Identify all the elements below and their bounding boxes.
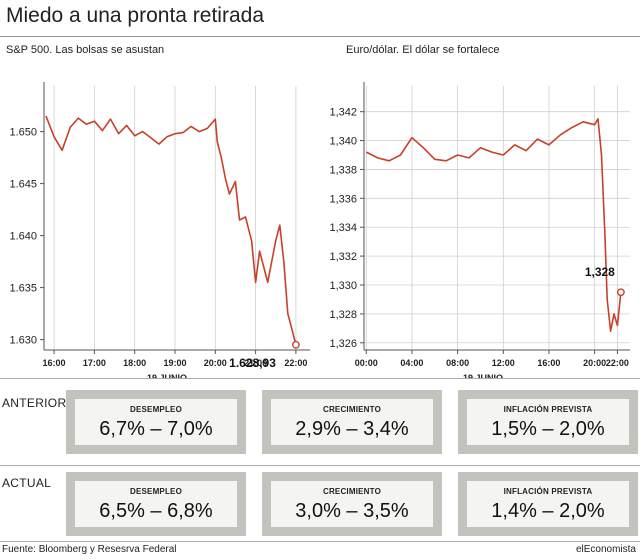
title-divider [0, 36, 640, 37]
chart-title-eurusd: Euro/dólar. El dólar se fortalece [346, 44, 500, 56]
end-point-marker [291, 340, 300, 349]
x-tick-label: 17:00 [83, 358, 106, 368]
eurusd-chart: 1,326 1,328 1,330 1,332 1,334 1,336 1,338 1,340… [329, 82, 630, 378]
y-tick-label: 1,334 [329, 222, 357, 234]
brand-logo: elEconomista [575, 544, 636, 555]
box-label: CRECIMIENTO [322, 405, 382, 414]
box-value: 2,9% – 3,4% [295, 418, 409, 440]
x-tick-label: 19:00 [163, 358, 186, 368]
x-tick-label: 12:00 [492, 358, 515, 368]
end-value-label: 1,328 [585, 265, 615, 279]
footer-divider [0, 541, 640, 542]
x-tick-label: 22:00 [606, 358, 629, 368]
x-tick-label: 18:00 [123, 358, 146, 368]
x-tick-label: 21:00 [244, 358, 267, 368]
box-value: 1,5% – 2,0% [491, 418, 605, 440]
chart-title-sp500: S&P 500. Las bolsas se asustan [6, 44, 165, 56]
row-label-anterior: ANTERIOR [2, 396, 67, 410]
x-tick-label: 20:00 [583, 358, 606, 368]
box-value: 3,0% – 3,5% [295, 500, 409, 522]
y-tick-label: 1.645 [9, 179, 37, 191]
x-tick-label: 08:00 [446, 358, 469, 368]
y-tick-label: 1,332 [329, 251, 357, 263]
x-tick-label: 16:00 [43, 358, 66, 368]
page-title: Miedo a una pronta retirada [6, 4, 264, 27]
y-tick-label: 1,330 [329, 280, 357, 292]
x-tick-label: 20:00 [204, 358, 227, 368]
box-label: DESEMPLEO [129, 405, 183, 414]
box-actual-crecimiento: CRECIMIENTO 3,0% – 3,5% [262, 472, 442, 536]
source-note: Fuente: Bloomberg y Resesrva Federal [2, 544, 177, 555]
x-tick-label: 04:00 [400, 358, 423, 368]
y-tick-label: 1,336 [329, 193, 357, 205]
end-point-marker [616, 288, 625, 297]
box-label: INFLACIÓN PREVISTA [503, 405, 593, 414]
end-value-label: 1.628,93 [229, 356, 276, 370]
box-value: 6,5% – 6,8% [99, 500, 213, 522]
box-label: CRECIMIENTO [322, 487, 382, 496]
series-line [45, 115, 297, 345]
y-tick-label: 1.640 [9, 231, 37, 243]
y-tick-label: 1,338 [329, 164, 357, 176]
box-label: DESEMPLEO [129, 487, 183, 496]
y-tick-label: 1,340 [329, 136, 357, 148]
y-tick-label: 1.650 [9, 127, 37, 139]
y-tick-label: 1,326 [329, 338, 357, 350]
box-anterior-inflacion: INFLACIÓN PREVISTA 1,5% – 2,0% [458, 390, 638, 454]
y-tick-label: 1,328 [329, 309, 357, 321]
series-line [365, 118, 622, 332]
y-tick-label: 1,342 [329, 107, 357, 119]
row-label-actual: ACTUAL [2, 476, 52, 490]
y-tick-label: 1.630 [9, 335, 37, 347]
section-divider-top [0, 378, 640, 379]
x-axis-title: 19 JUNIO [147, 373, 187, 378]
y-tick-label: 1.635 [9, 283, 37, 295]
section-divider-middle [0, 465, 640, 466]
box-actual-inflacion: INFLACIÓN PREVISTA 1,4% – 2,0% [458, 472, 638, 536]
box-anterior-desempleo: DESEMPLEO 6,7% – 7,0% [66, 390, 246, 454]
x-tick-label: 22:00 [284, 358, 307, 368]
x-axis-title: 19 JUNIO [463, 373, 503, 378]
box-value: 6,7% – 7,0% [99, 418, 213, 440]
box-value: 1,4% – 2,0% [491, 500, 605, 522]
x-tick-label: 16:00 [537, 358, 560, 368]
box-label: INFLACIÓN PREVISTA [503, 487, 593, 496]
box-actual-desempleo: DESEMPLEO 6,5% – 6,8% [66, 472, 246, 536]
x-tick-label: 00:00 [355, 358, 378, 368]
sp500-chart: 1.630 1.635 1.640 1.645 1.650 16:00 17:00 18:00… [9, 82, 310, 378]
box-anterior-crecimiento: CRECIMIENTO 2,9% – 3,4% [262, 390, 442, 454]
